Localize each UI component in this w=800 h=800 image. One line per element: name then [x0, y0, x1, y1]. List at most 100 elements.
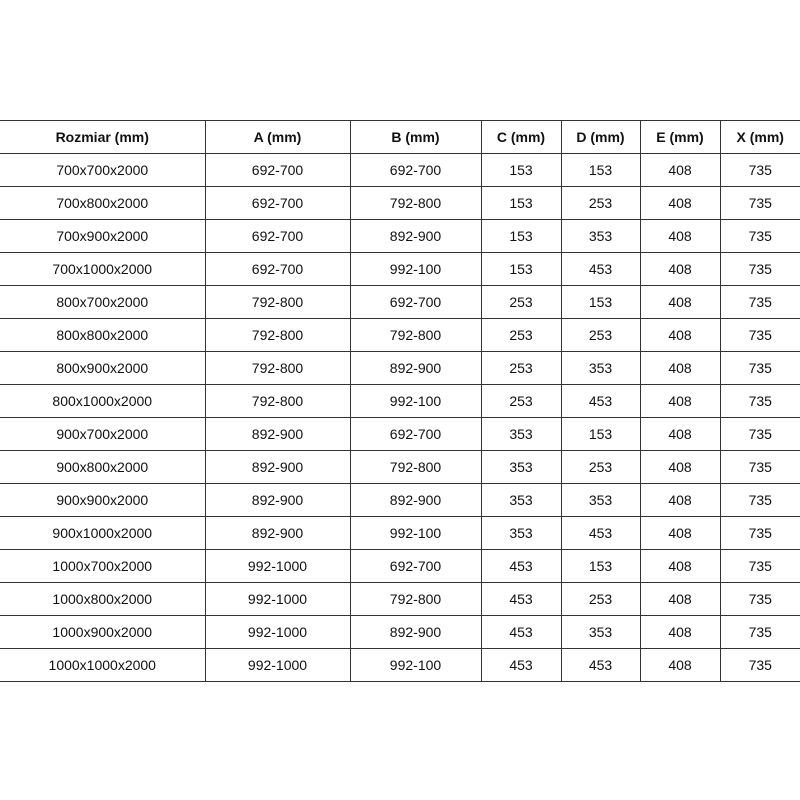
- table-cell: 353: [560, 219, 641, 253]
- table-cell: 735: [719, 219, 800, 253]
- table-row: 800x900x2000 792-800 892-900 253 353 408 735: [0, 351, 800, 385]
- table-cell: 735: [719, 450, 800, 484]
- table-cell: 800x900x2000: [0, 351, 206, 385]
- table-cell: 692-700: [349, 417, 482, 451]
- table-cell: 792-800: [204, 351, 351, 385]
- table-cell: 992-1000: [204, 615, 351, 649]
- table-row: 1000x1000x2000 992-1000 992-100 453 453 408 73…: [0, 648, 800, 682]
- table-cell: 892-900: [349, 351, 482, 385]
- table-cell: 992-100: [349, 516, 482, 550]
- table-cell: 892-900: [349, 219, 482, 253]
- table-cell: 353: [480, 450, 562, 484]
- table-cell: 892-900: [204, 483, 351, 517]
- table-cell: 253: [560, 186, 641, 220]
- table-cell: 692-700: [204, 186, 351, 220]
- table-row: 900x700x2000 892-900 692-700 353 153 408 735: [0, 417, 800, 451]
- table-cell: 353: [480, 417, 562, 451]
- table-cell: 800x700x2000: [0, 285, 206, 319]
- table-cell: 408: [639, 516, 721, 550]
- table-row: 700x700x2000 692-700 692-700 153 153 408 735: [0, 153, 800, 187]
- table-row: 1000x900x2000 992-1000 892-900 453 353 408 735: [0, 615, 800, 649]
- table-cell: 253: [480, 318, 562, 352]
- table-cell: 408: [639, 450, 721, 484]
- table-row: 900x800x2000 892-900 792-800 353 253 408 735: [0, 450, 800, 484]
- table-cell: 408: [639, 483, 721, 517]
- table-cell: 792-800: [204, 285, 351, 319]
- table-cell: 892-900: [204, 516, 351, 550]
- table-row: 700x800x2000 692-700 792-800 153 253 408 735: [0, 186, 800, 220]
- column-header: C (mm): [480, 120, 562, 154]
- table-cell: 453: [560, 516, 641, 550]
- table-cell: 1000x1000x2000: [0, 648, 206, 682]
- table-cell: 992-100: [349, 648, 482, 682]
- table-cell: 453: [480, 648, 562, 682]
- table-cell: 992-1000: [204, 582, 351, 616]
- table-cell: 692-700: [204, 219, 351, 253]
- table-cell: 153: [480, 153, 562, 187]
- table-cell: 792-800: [349, 318, 482, 352]
- table-cell: 735: [719, 516, 800, 550]
- table-cell: 1000x700x2000: [0, 549, 206, 583]
- table-cell: 408: [639, 549, 721, 583]
- table-cell: 1000x900x2000: [0, 615, 206, 649]
- table-row: 800x800x2000 792-800 792-800 253 253 408 735: [0, 318, 800, 352]
- table-cell: 992-100: [349, 252, 482, 286]
- table-cell: 253: [560, 318, 641, 352]
- table-cell: 153: [480, 219, 562, 253]
- table-cell: 453: [480, 582, 562, 616]
- table-cell: 892-900: [349, 615, 482, 649]
- table-cell: 800x1000x2000: [0, 384, 206, 418]
- table-cell: 408: [639, 219, 721, 253]
- table-cell: 408: [639, 615, 721, 649]
- table-cell: 408: [639, 285, 721, 319]
- table-cell: 700x1000x2000: [0, 252, 206, 286]
- table-cell: 453: [480, 615, 562, 649]
- table-cell: 692-700: [204, 252, 351, 286]
- table-cell: 153: [480, 252, 562, 286]
- table-cell: 408: [639, 582, 721, 616]
- table-cell: 353: [560, 615, 641, 649]
- table-cell: 735: [719, 285, 800, 319]
- table-cell: 792-800: [349, 186, 482, 220]
- table-cell: 253: [480, 285, 562, 319]
- column-header: A (mm): [204, 120, 351, 154]
- column-header: D (mm): [560, 120, 641, 154]
- table-cell: 153: [480, 186, 562, 220]
- table-cell: 735: [719, 582, 800, 616]
- table-cell: 900x700x2000: [0, 417, 206, 451]
- column-header: E (mm): [639, 120, 721, 154]
- table-row: 700x900x2000 692-700 892-900 153 353 408 735: [0, 219, 800, 253]
- table-row: 1000x800x2000 992-1000 792-800 453 253 408 735: [0, 582, 800, 616]
- table-row: 900x1000x2000 892-900 992-100 353 453 408 735: [0, 516, 800, 550]
- table-cell: 253: [480, 384, 562, 418]
- table-cell: 992-1000: [204, 648, 351, 682]
- table-cell: 992-1000: [204, 549, 351, 583]
- table-cell: 792-800: [349, 450, 482, 484]
- table-row: 700x1000x2000 692-700 992-100 153 453 408 735: [0, 252, 800, 286]
- table-cell: 408: [639, 186, 721, 220]
- table-cell: 408: [639, 417, 721, 451]
- table-cell: 992-100: [349, 384, 482, 418]
- table-cell: 735: [719, 417, 800, 451]
- table-cell: 153: [560, 417, 641, 451]
- table-cell: 735: [719, 318, 800, 352]
- table-cell: 900x800x2000: [0, 450, 206, 484]
- table-header-row: Rozmiar (mm) A (mm) B (mm) C (mm) D (mm) E (m…: [0, 120, 800, 154]
- dimensions-table: Rozmiar (mm) A (mm) B (mm) C (mm) D (mm) E (m…: [0, 120, 800, 682]
- table-cell: 453: [560, 252, 641, 286]
- table-row: 800x700x2000 792-800 692-700 253 153 408 735: [0, 285, 800, 319]
- column-header: X (mm): [719, 120, 800, 154]
- table-cell: 735: [719, 615, 800, 649]
- table-cell: 408: [639, 648, 721, 682]
- table-cell: 735: [719, 186, 800, 220]
- table-cell: 892-900: [204, 417, 351, 451]
- table-cell: 735: [719, 483, 800, 517]
- table-cell: 735: [719, 153, 800, 187]
- table-cell: 408: [639, 351, 721, 385]
- table-cell: 253: [560, 582, 641, 616]
- table-cell: 792-800: [204, 384, 351, 418]
- table-cell: 692-700: [349, 285, 482, 319]
- table-cell: 353: [560, 351, 641, 385]
- table-cell: 792-800: [204, 318, 351, 352]
- table-cell: 735: [719, 384, 800, 418]
